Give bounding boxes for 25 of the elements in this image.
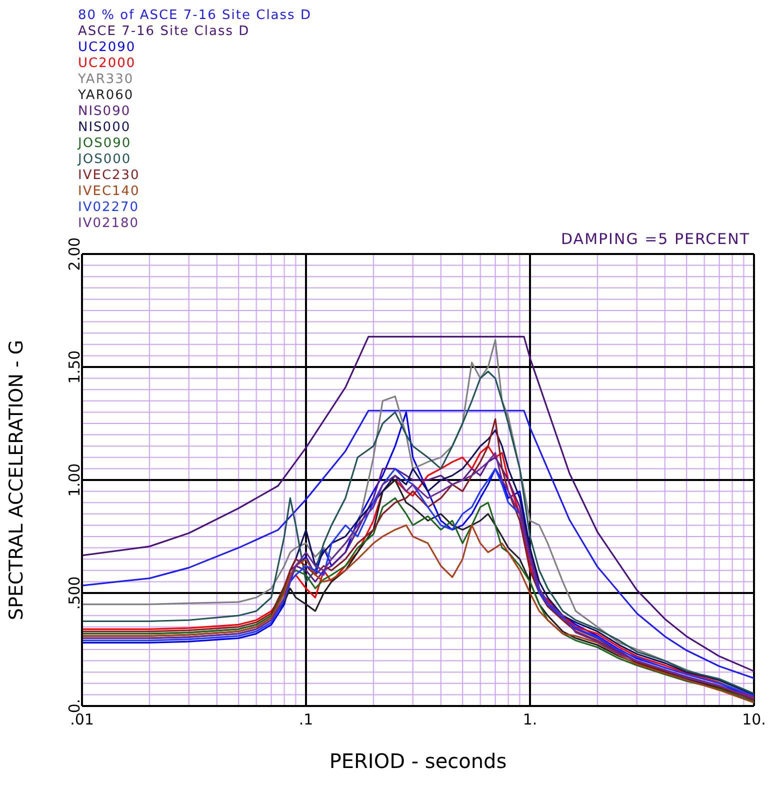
text: JOS000 <box>78 152 132 168</box>
text: JOS090 <box>78 136 132 152</box>
text: UC2000 <box>78 56 137 72</box>
y-tick-label: 1.50 <box>65 350 84 384</box>
y-axis-title: SPECTRAL ACCELERATION - G <box>6 340 28 620</box>
text: YAR330 <box>78 72 135 88</box>
text: IVEC140 <box>78 184 141 200</box>
text: UC2090 <box>78 40 137 56</box>
x-tick-label: 1. <box>522 710 538 729</box>
text: YAR060 <box>78 88 135 104</box>
text: DAMPING =5 PERCENT <box>561 230 750 248</box>
text: IVEC230 <box>78 168 141 184</box>
y-tick-label: .500 <box>65 576 84 610</box>
y-tick-label: 2.00 <box>65 237 84 271</box>
text: 80 % of ASCE 7-16 Site Class D <box>78 8 312 24</box>
text: IV02270 <box>78 200 140 216</box>
x-tick-label: .1 <box>298 710 314 729</box>
x-axis-title: PERIOD - seconds <box>329 749 507 773</box>
text: NIS000 <box>78 120 132 136</box>
y-tick-label: 0. <box>65 698 84 714</box>
y-tick-label: 1.00 <box>65 463 84 497</box>
text: ASCE 7-16 Site Class D <box>78 24 251 40</box>
x-tick-label: 10. <box>742 710 766 729</box>
text: NIS090 <box>78 104 132 120</box>
text: IV02180 <box>78 216 140 231</box>
